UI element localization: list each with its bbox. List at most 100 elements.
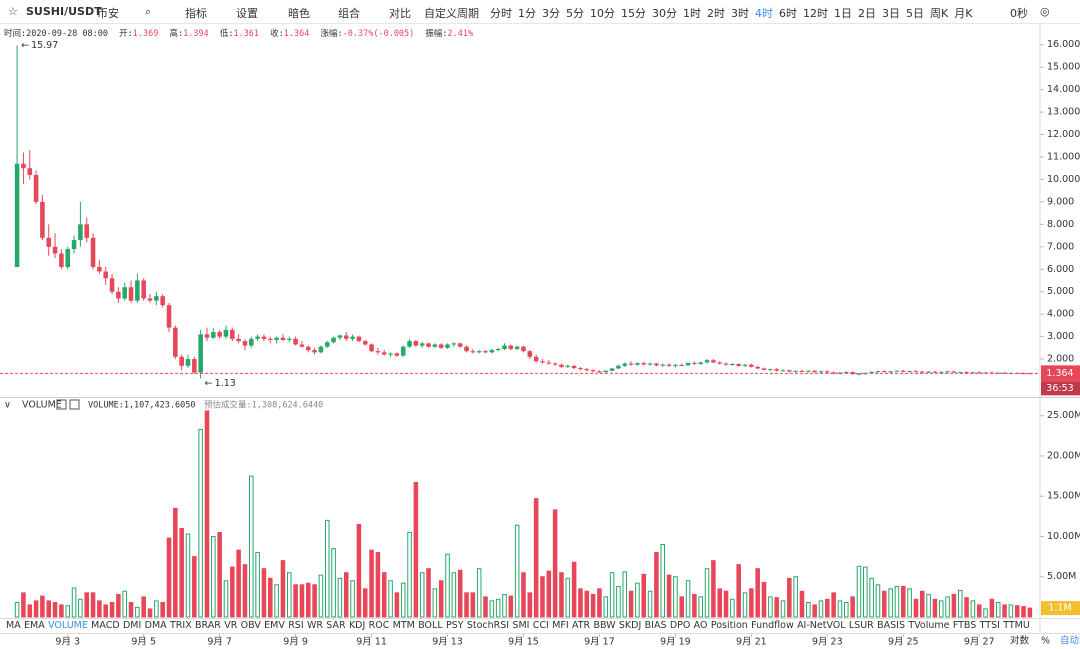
indicator[interactable]: AI-NetVOL xyxy=(797,620,846,631)
indicator[interactable]: WR xyxy=(306,620,323,631)
indicator[interactable]: SAR xyxy=(326,620,346,631)
last-volume-box xyxy=(1041,601,1080,616)
indicator[interactable]: TTSI xyxy=(979,620,1000,631)
indicator[interactable]: MTM xyxy=(392,620,415,631)
candle-body xyxy=(926,371,931,373)
volume-bar xyxy=(540,576,545,618)
log-toggle[interactable]: 对数 xyxy=(1010,635,1030,647)
period[interactable]: 3日 xyxy=(882,7,900,20)
indicator[interactable]: EMA xyxy=(24,620,45,631)
percent-toggle[interactable]: % xyxy=(1041,636,1050,647)
indicator[interactable]: TRIX xyxy=(169,620,192,631)
volume-bar xyxy=(388,580,393,618)
indicator[interactable]: TVolume xyxy=(908,620,950,631)
period[interactable]: 2日 xyxy=(858,7,876,20)
candle-body xyxy=(780,370,786,372)
auto-toggle[interactable]: 自动 xyxy=(1060,635,1079,647)
period[interactable]: 3时 xyxy=(731,7,749,20)
volume-bar xyxy=(350,580,355,618)
volume-bar xyxy=(673,576,678,618)
indicator[interactable]: TTMU xyxy=(1003,620,1030,631)
indicator[interactable]: ATR xyxy=(571,620,591,631)
candle-body xyxy=(660,364,666,366)
indicator[interactable]: PSY xyxy=(445,620,464,631)
candle-body xyxy=(135,280,140,301)
camera-icon[interactable]: ◎ xyxy=(1040,5,1050,18)
volume-name[interactable]: VOLUME xyxy=(22,400,62,411)
candle-body xyxy=(343,335,349,339)
indicator[interactable]: SKDJ xyxy=(618,620,642,631)
candle-body xyxy=(787,370,792,372)
indicator[interactable]: EMV xyxy=(264,620,285,631)
tool[interactable]: 设置 xyxy=(236,7,258,20)
indicator[interactable]: CCI xyxy=(532,620,549,631)
period[interactable]: 3分 xyxy=(542,7,560,20)
indicator[interactable]: BASIS xyxy=(877,620,906,631)
search-icon[interactable]: ⌕ xyxy=(145,5,152,18)
period[interactable]: 15分 xyxy=(621,7,646,20)
period[interactable]: 10分 xyxy=(590,7,615,20)
period[interactable]: 月K xyxy=(954,7,973,20)
indicator[interactable]: SMI xyxy=(512,620,530,631)
indicator[interactable]: ROC xyxy=(368,620,390,631)
volume-bar xyxy=(957,589,963,618)
period[interactable]: 1分 xyxy=(518,7,536,20)
indicator[interactable]: FTBS xyxy=(952,620,977,631)
candle-body xyxy=(476,351,482,353)
y-tick-label: 15.000 xyxy=(1047,62,1080,73)
volume-bar xyxy=(654,552,659,618)
tool[interactable]: 指标 xyxy=(185,7,207,20)
indicator[interactable]: BRAR xyxy=(195,620,221,631)
tool[interactable]: 组合 xyxy=(338,7,360,20)
indicator[interactable]: BBW xyxy=(593,620,616,631)
indicator[interactable]: VOLUME xyxy=(48,620,88,631)
settings-icon[interactable] xyxy=(56,399,67,410)
candle-body xyxy=(419,343,425,346)
indicator[interactable]: RSI xyxy=(288,620,304,631)
indicator[interactable]: StochRSI xyxy=(466,620,510,631)
volume-bar xyxy=(609,572,615,618)
indicator[interactable]: MACD xyxy=(91,620,120,631)
volume-bar xyxy=(685,580,691,618)
period[interactable]: 分时 xyxy=(490,7,512,20)
indicator[interactable]: Fundflow xyxy=(751,620,794,631)
y-tick-label: 12.000 xyxy=(1047,129,1080,140)
period[interactable]: 5日 xyxy=(906,7,924,20)
indicator[interactable]: Position xyxy=(710,620,748,631)
indicator[interactable]: BOLL xyxy=(418,620,443,631)
indicator[interactable]: DMI xyxy=(122,620,142,631)
custom-period[interactable]: 自定义周期 xyxy=(424,7,479,20)
indicator[interactable]: AO xyxy=(693,620,708,631)
indicator[interactable]: DPO xyxy=(669,620,691,631)
indicator[interactable]: MFI xyxy=(552,620,569,631)
volume-bar xyxy=(964,597,969,618)
indicator[interactable]: OBV xyxy=(240,620,261,631)
indicator[interactable]: MA xyxy=(6,620,21,631)
candle-body xyxy=(976,372,982,374)
period[interactable]: 1日 xyxy=(834,7,852,20)
period[interactable]: 2时 xyxy=(707,7,725,20)
candle-body xyxy=(837,372,843,374)
period[interactable]: 30分 xyxy=(652,7,677,20)
period[interactable]: 4时 xyxy=(755,7,773,20)
indicator[interactable]: DMA xyxy=(144,620,167,631)
indicator[interactable]: BIAS xyxy=(644,620,667,631)
tool[interactable]: 对比 xyxy=(389,7,411,20)
collapse-icon[interactable]: ∨ xyxy=(4,400,11,411)
period[interactable]: 12时 xyxy=(803,7,828,20)
candle-body xyxy=(533,356,539,362)
volume-bar xyxy=(97,600,102,618)
symbol[interactable]: SUSHI/USDT xyxy=(26,5,102,18)
volume-bar xyxy=(622,571,628,618)
indicator[interactable]: VR xyxy=(224,620,238,631)
period[interactable]: 1时 xyxy=(683,7,701,20)
period[interactable]: 周K xyxy=(930,7,949,20)
tool[interactable]: 暗色 xyxy=(288,7,310,20)
favorite-icon[interactable]: ☆ xyxy=(8,5,18,18)
indicator[interactable]: KDJ xyxy=(348,620,366,631)
period[interactable]: 6时 xyxy=(779,7,797,20)
candle-body xyxy=(603,370,609,373)
close-icon[interactable] xyxy=(69,399,80,410)
indicator[interactable]: LSUR xyxy=(848,620,874,631)
period[interactable]: 5分 xyxy=(566,7,584,20)
